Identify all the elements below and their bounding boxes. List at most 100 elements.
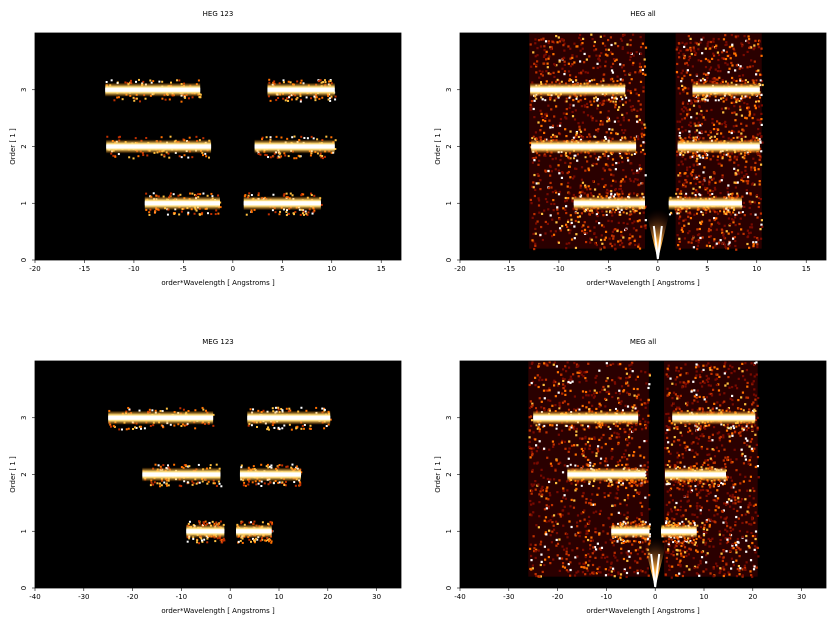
noise-pixel: [548, 480, 551, 484]
order-2-scatter: [698, 154, 701, 157]
noise-pixel: [561, 545, 564, 548]
order-2-scatter: [163, 481, 166, 484]
order-2-scatter: [688, 136, 691, 139]
order-1-scatter: [265, 539, 268, 542]
noise-pixel: [614, 103, 617, 106]
noise-pixel: [741, 74, 745, 77]
noise-pixel: [592, 511, 595, 514]
noise-pixel: [631, 63, 634, 66]
order-2-scatter: [623, 136, 626, 139]
noise-pixel: [583, 61, 586, 64]
noise-pixel: [731, 64, 734, 67]
noise-pixel: [564, 497, 567, 500]
noise-pixel: [748, 38, 751, 41]
noise-pixel: [638, 446, 641, 449]
noise-pixel: [632, 495, 635, 498]
order-1-scatter: [695, 212, 698, 215]
noise-pixel: [539, 563, 542, 567]
order-1-scatter: [269, 520, 272, 523]
noise-pixel: [706, 42, 709, 45]
noise-pixel: [689, 73, 692, 77]
noise-pixel: [560, 429, 564, 432]
order-2-scatter: [259, 153, 262, 156]
noise-pixel: [681, 41, 684, 44]
noise-pixel: [633, 481, 636, 485]
noise-pixel: [595, 391, 598, 394]
noise-pixel: [730, 76, 734, 80]
noise-pixel: [547, 409, 550, 412]
order-2-scatter: [291, 136, 294, 139]
noise-pixel: [612, 544, 615, 547]
noise-pixel: [569, 65, 572, 68]
noise-pixel: [717, 64, 720, 67]
order-2-scatter: [564, 153, 567, 156]
noise-pixel: [531, 484, 534, 488]
noise-pixel: [551, 191, 554, 194]
noise-pixel: [570, 525, 573, 529]
noise-pixel: [739, 134, 742, 137]
noise-pixel: [680, 80, 683, 83]
order-1-scatter: [302, 210, 305, 213]
noise-pixel: [534, 488, 537, 491]
noise-pixel: [589, 229, 592, 232]
heatmap-image: [528, 361, 760, 588]
order-1-scatter: [732, 211, 735, 214]
noise-pixel: [734, 54, 738, 57]
order-3-scatter: [282, 97, 285, 100]
noise-pixel: [592, 572, 595, 575]
noise-pixel: [622, 236, 625, 239]
noise-pixel: [552, 443, 555, 446]
heatmap-image: [108, 406, 332, 545]
noise-pixel: [746, 108, 749, 111]
noise-pixel: [558, 172, 561, 175]
noise-pixel: [587, 225, 590, 229]
x-tick-label: 30: [372, 593, 381, 601]
order-2-scatter: [633, 136, 636, 139]
noise-pixel: [624, 228, 628, 231]
noise-pixel: [628, 237, 631, 240]
noise-pixel: [562, 489, 565, 492]
noise-pixel: [579, 130, 583, 133]
noise-pixel: [569, 381, 572, 384]
noise-pixel: [595, 426, 598, 429]
noise-pixel: [733, 105, 736, 108]
noise-pixel: [587, 169, 591, 172]
noise-pixel: [704, 211, 708, 214]
noise-pixel: [629, 38, 632, 42]
noise-pixel: [640, 482, 643, 485]
noise-pixel: [545, 489, 548, 493]
noise-pixel: [678, 247, 681, 251]
noise-pixel: [558, 538, 561, 541]
noise-pixel: [565, 247, 568, 250]
noise-pixel: [626, 458, 629, 461]
noise-pixel: [605, 131, 608, 134]
order-1-scatter: [188, 537, 191, 540]
noise-pixel: [692, 155, 695, 158]
noise-pixel: [695, 176, 698, 179]
noise-pixel: [616, 487, 619, 490]
noise-pixel: [693, 138, 696, 141]
noise-pixel: [563, 464, 566, 467]
noise-pixel: [761, 225, 764, 228]
noise-pixel: [694, 182, 697, 185]
noise-pixel: [619, 502, 622, 505]
noise-pixel: [758, 202, 761, 205]
noise-pixel: [584, 573, 587, 576]
noise-pixel: [534, 543, 537, 547]
noise-pixel: [619, 78, 622, 81]
noise-pixel: [640, 121, 643, 124]
x-tick-label: 10: [327, 265, 336, 273]
noise-pixel: [629, 136, 633, 139]
noise-pixel: [753, 136, 757, 139]
order-2-scatter: [160, 484, 163, 487]
noise-pixel: [580, 225, 584, 229]
noise-pixel: [758, 132, 762, 135]
order-1-scatter: [169, 194, 172, 197]
order-1-scatter: [306, 213, 309, 216]
noise-pixel: [639, 169, 642, 172]
order-1-scatter: [291, 194, 294, 197]
noise-pixel: [623, 69, 626, 73]
order-2-scatter: [310, 135, 313, 138]
noise-pixel: [644, 174, 647, 177]
noise-pixel: [589, 555, 592, 558]
